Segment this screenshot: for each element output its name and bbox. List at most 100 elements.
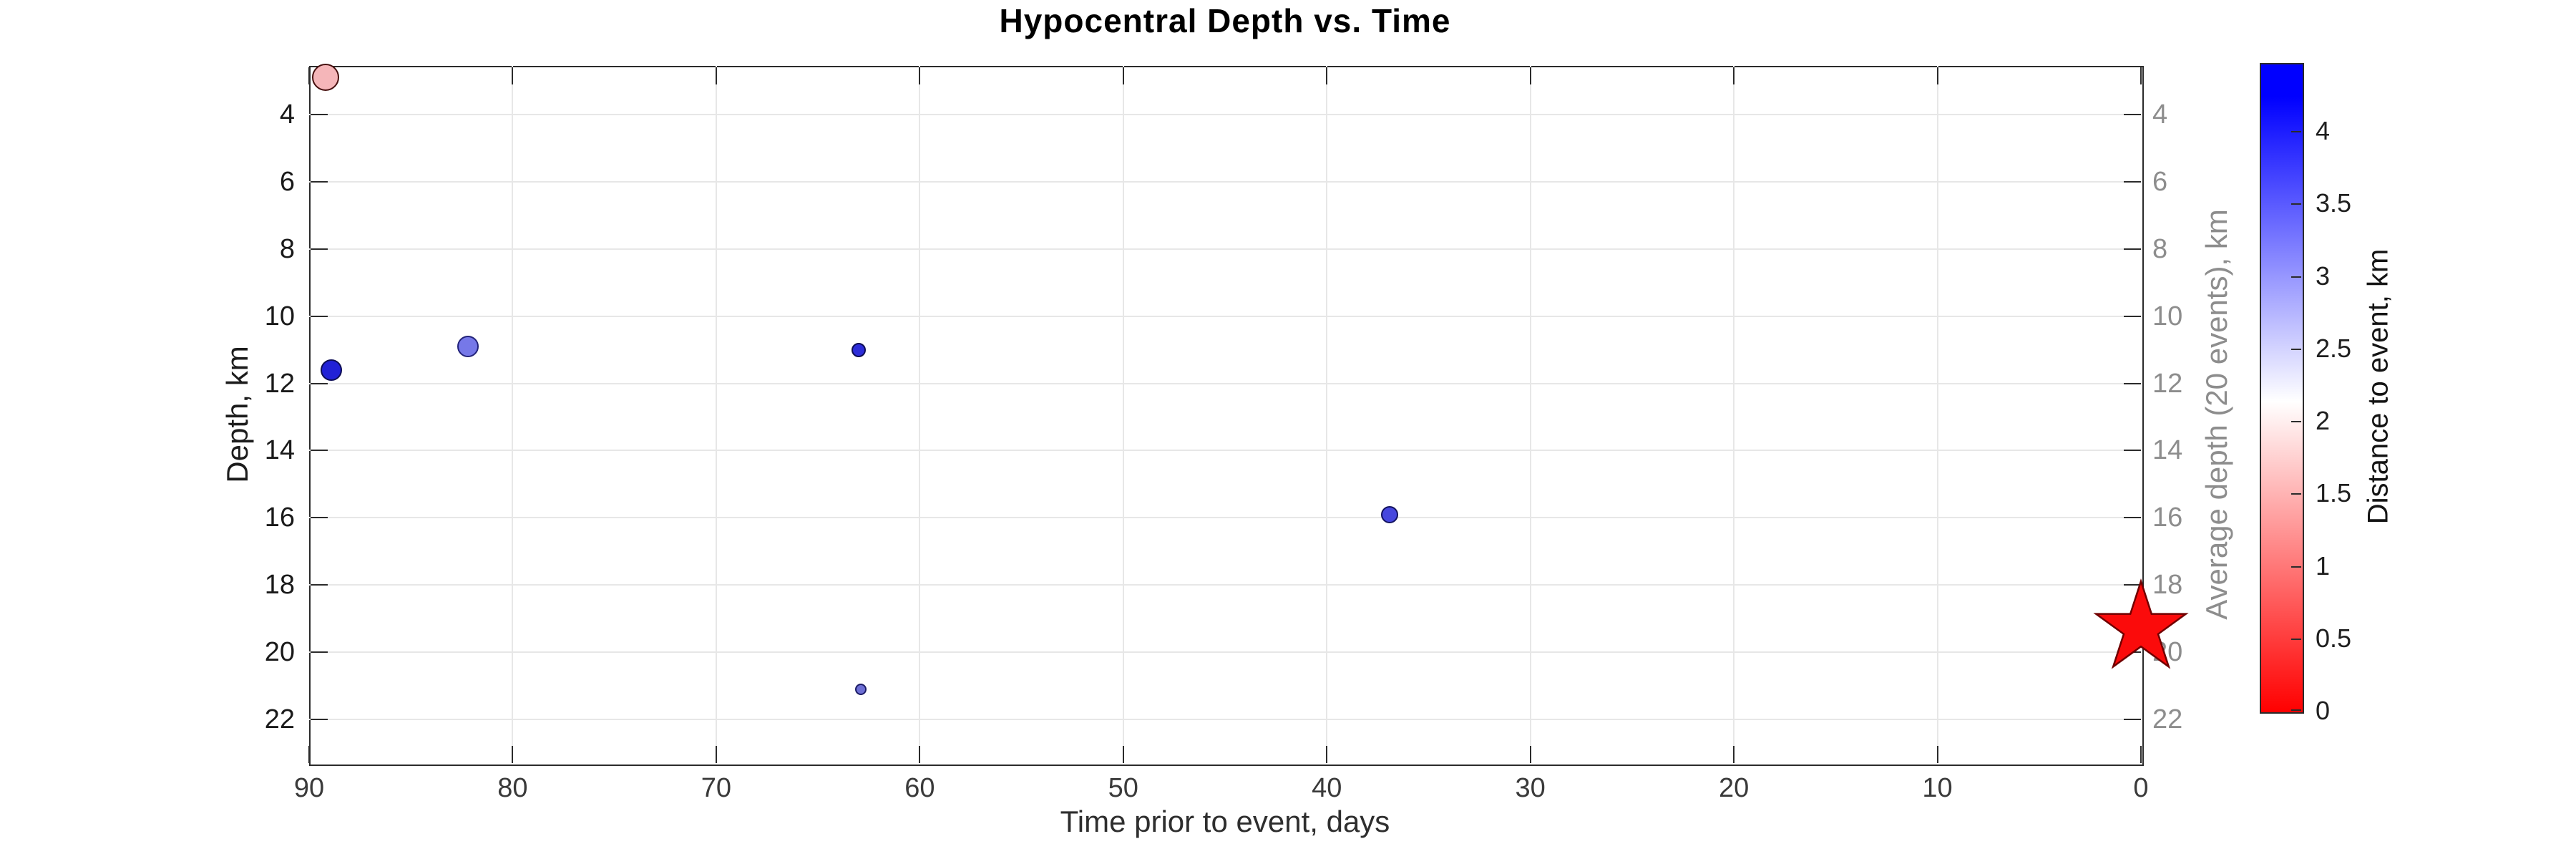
x-axis-tick <box>1122 746 1124 763</box>
colorbar-tick <box>2291 493 2301 495</box>
y-tick-label-left: 12 <box>264 368 295 399</box>
data-point <box>1381 505 1399 523</box>
y-axis-label-right: Average depth (20 events), km <box>2200 209 2233 620</box>
y-axis-tick <box>311 450 328 452</box>
vertical-gridline <box>1733 66 1735 763</box>
colorbar-tick-label: 0 <box>2316 696 2331 725</box>
horizontal-gridline <box>309 248 2141 250</box>
colorbar-tick <box>2291 421 2301 423</box>
colorbar-tick-label: 0.5 <box>2316 623 2352 653</box>
y-axis-tick <box>311 584 328 586</box>
colorbar-tick-label: 2 <box>2316 406 2331 436</box>
vertical-gridline <box>1936 66 1938 763</box>
x-axis-top-tick <box>1529 67 1531 84</box>
y-tick-label-left: 4 <box>279 100 295 130</box>
x-axis-top-tick <box>308 67 310 84</box>
y-tick-label-right: 16 <box>2152 503 2183 533</box>
y-tick-label-right: 22 <box>2152 704 2183 734</box>
y-tick-label-left: 10 <box>264 301 295 331</box>
horizontal-gridline <box>309 450 2141 452</box>
colorbar-tick <box>2291 638 2301 640</box>
y-tick-label-left: 8 <box>279 233 295 264</box>
y-tick-label-left: 18 <box>264 570 295 601</box>
y-tick-label-right: 8 <box>2152 233 2168 264</box>
y-axis-right-tick <box>2124 517 2141 519</box>
y-tick-label-right: 18 <box>2152 570 2183 601</box>
data-point <box>311 64 339 92</box>
y-tick-label-right: 4 <box>2152 100 2168 130</box>
x-axis-top-tick <box>1122 67 1124 84</box>
colorbar <box>2260 63 2304 714</box>
vertical-gridline <box>512 66 514 763</box>
horizontal-gridline <box>309 382 2141 384</box>
x-axis-tick <box>308 746 310 763</box>
vertical-gridline <box>919 66 921 763</box>
y-tick-label-left: 6 <box>279 166 295 197</box>
y-tick-label-left: 22 <box>264 704 295 734</box>
colorbar-tick <box>2291 203 2301 205</box>
y-axis-right-tick <box>2124 315 2141 317</box>
x-axis-tick <box>715 746 717 763</box>
y-tick-label-right: 12 <box>2152 368 2183 399</box>
data-point <box>321 359 343 381</box>
y-axis-tick <box>311 114 328 116</box>
data-point <box>854 683 867 695</box>
horizontal-gridline <box>309 517 2141 519</box>
y-axis-tick <box>311 517 328 519</box>
x-tick-label: 40 <box>1312 773 1342 803</box>
vertical-gridline <box>715 66 717 763</box>
x-axis-tick <box>2140 746 2142 763</box>
x-axis-label: Time prior to event, days <box>1060 805 1390 838</box>
colorbar-tick-label: 3.5 <box>2316 188 2352 218</box>
plot-area <box>309 66 2144 766</box>
y-axis-tick <box>311 651 328 654</box>
y-axis-right-tick <box>2124 180 2141 183</box>
chart-title: Hypocentral Depth vs. Time <box>999 2 1451 39</box>
x-axis-tick <box>919 746 921 763</box>
colorbar-tick-label: 4 <box>2316 116 2331 146</box>
x-tick-label: 50 <box>1108 773 1138 803</box>
x-axis-top-tick <box>919 67 921 84</box>
vertical-gridline <box>1326 66 1328 763</box>
x-tick-label: 30 <box>1515 773 1546 803</box>
horizontal-gridline <box>309 180 2141 183</box>
x-axis-top-tick <box>2140 67 2142 84</box>
vertical-gridline <box>1122 66 1124 763</box>
colorbar-tick <box>2291 348 2301 350</box>
data-point <box>852 342 866 357</box>
colorbar-tick <box>2291 276 2301 278</box>
x-axis-tick <box>1529 746 1531 763</box>
horizontal-gridline <box>309 584 2141 586</box>
colorbar-tick-label: 1 <box>2316 550 2331 581</box>
x-axis-top-tick <box>1326 67 1328 84</box>
horizontal-gridline <box>309 651 2141 654</box>
x-tick-label: 70 <box>701 773 732 803</box>
colorbar-tick-label: 3 <box>2316 261 2331 291</box>
x-axis-tick <box>1936 746 1938 763</box>
horizontal-gridline <box>309 718 2141 720</box>
x-tick-label: 80 <box>497 773 528 803</box>
x-axis-top-tick <box>1733 67 1735 84</box>
y-tick-label-right: 10 <box>2152 301 2183 331</box>
colorbar-tick <box>2291 131 2301 133</box>
x-axis-top-tick <box>1936 67 1938 84</box>
y-tick-label-left: 20 <box>264 637 295 668</box>
x-tick-label: 60 <box>904 773 935 803</box>
data-point <box>457 335 479 357</box>
colorbar-tick-label: 2.5 <box>2316 333 2352 363</box>
y-axis-right-tick <box>2124 718 2141 720</box>
y-axis-right-tick <box>2124 584 2141 586</box>
x-axis-top-tick <box>512 67 514 84</box>
mainshock-star-icon <box>2093 578 2189 669</box>
x-axis-top-tick <box>715 67 717 84</box>
x-axis-tick <box>1326 746 1328 763</box>
x-tick-label: 0 <box>2133 773 2149 803</box>
colorbar-tick-label: 1.5 <box>2316 478 2352 508</box>
y-axis-tick <box>311 718 328 720</box>
y-tick-label-left: 16 <box>264 503 295 533</box>
colorbar-tick <box>2291 566 2301 568</box>
y-axis-tick <box>311 180 328 183</box>
x-tick-label: 90 <box>293 773 325 803</box>
horizontal-gridline <box>309 114 2141 116</box>
